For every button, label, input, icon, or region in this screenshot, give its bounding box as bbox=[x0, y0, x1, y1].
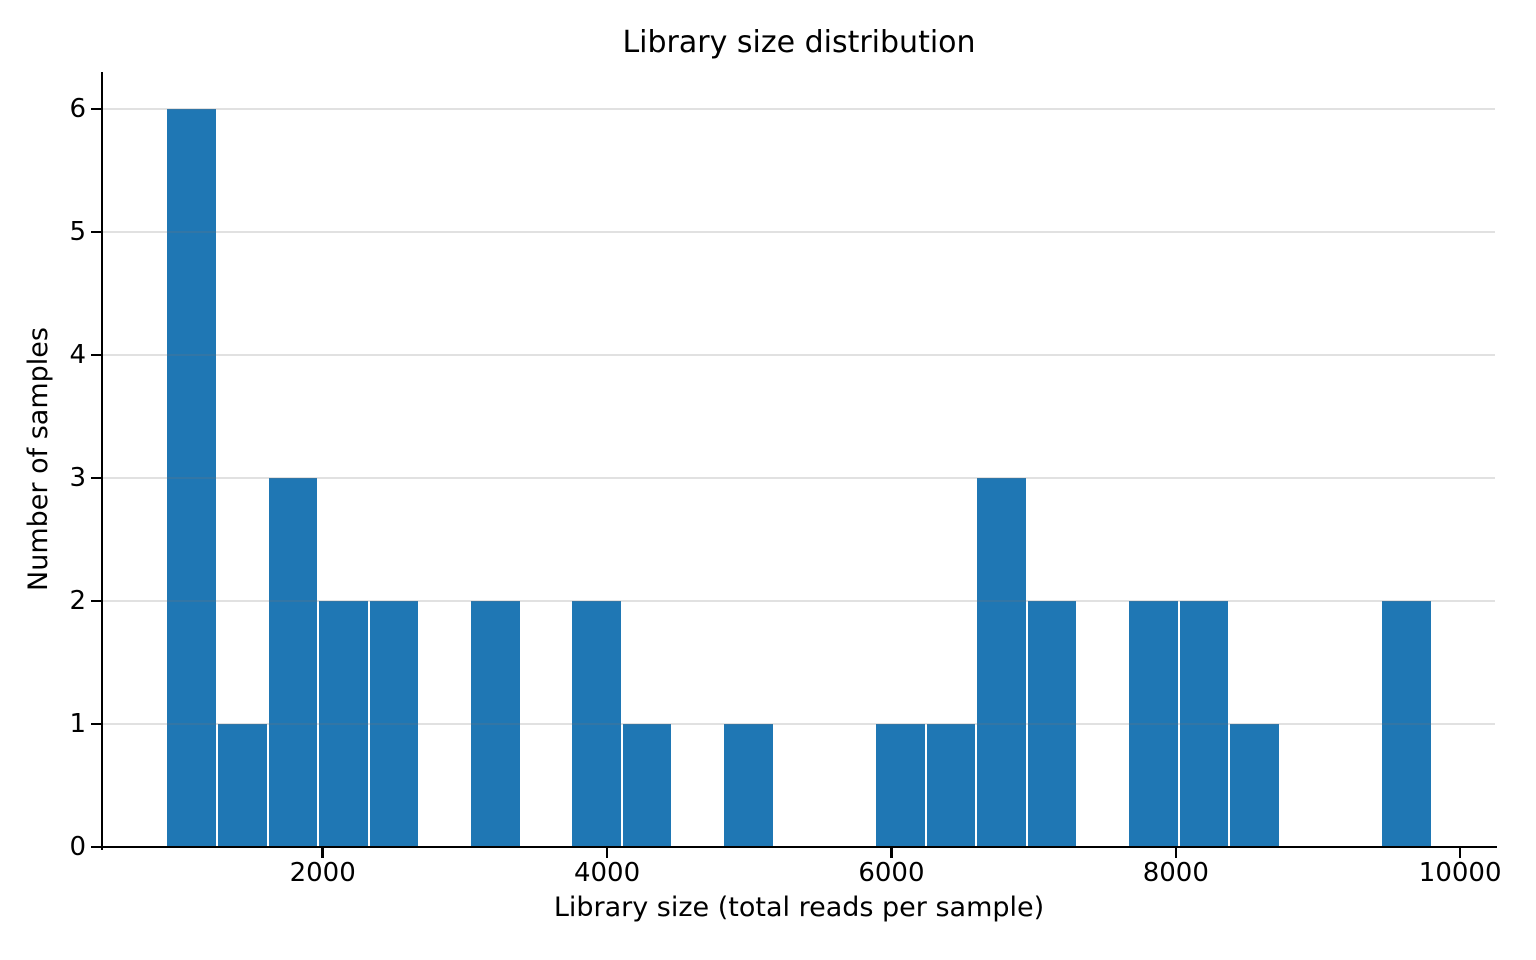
x-tick-label: 8000 bbox=[1142, 858, 1209, 888]
histogram-bar bbox=[216, 723, 268, 847]
histogram-bar bbox=[267, 477, 319, 847]
y-tick bbox=[90, 722, 101, 726]
histogram-bar bbox=[1381, 600, 1432, 847]
histogram-bar bbox=[1026, 600, 1078, 847]
x-tick bbox=[1174, 848, 1178, 859]
y-tick bbox=[90, 599, 101, 603]
histogram-bar bbox=[874, 723, 926, 847]
histogram-bar bbox=[469, 600, 521, 847]
y-tick-label: 5 bbox=[69, 216, 86, 247]
y-tick-label: 0 bbox=[69, 832, 86, 862]
histogram-bar bbox=[1178, 600, 1230, 847]
histogram-bar bbox=[925, 723, 977, 847]
y-tick-label: 1 bbox=[69, 708, 86, 739]
y-tick bbox=[90, 476, 101, 480]
chart-title: Library size distribution bbox=[622, 25, 976, 60]
y-axis-spine bbox=[100, 72, 103, 850]
x-tick-label: 10000 bbox=[1418, 858, 1502, 888]
histogram-bar bbox=[1229, 723, 1280, 847]
x-tick bbox=[605, 848, 609, 859]
histogram-bar bbox=[318, 600, 369, 847]
x-tick-label: 6000 bbox=[858, 858, 925, 888]
histogram-bar bbox=[621, 723, 673, 847]
histogram-bar bbox=[166, 108, 217, 847]
histogram-bar bbox=[723, 723, 774, 847]
y-tick bbox=[90, 107, 101, 111]
y-tick bbox=[90, 845, 101, 849]
histogram-bar bbox=[571, 600, 622, 847]
y-tick bbox=[90, 353, 101, 357]
x-tick bbox=[1458, 848, 1462, 859]
histogram-bar bbox=[1128, 600, 1179, 847]
histogram-bar bbox=[368, 600, 420, 847]
x-tick bbox=[321, 848, 324, 859]
x-tick-label: 4000 bbox=[573, 858, 641, 888]
x-tick bbox=[890, 848, 893, 859]
histogram-bar bbox=[976, 477, 1027, 847]
x-axis-spine bbox=[100, 845, 1497, 849]
x-tick-label: 2000 bbox=[289, 858, 356, 888]
y-tick bbox=[90, 230, 101, 234]
x-axis-label: Library size (total reads per sample) bbox=[553, 892, 1045, 923]
y-tick-label: 2 bbox=[69, 585, 86, 616]
y-tick-label: 6 bbox=[69, 93, 86, 124]
y-tick-label: 4 bbox=[69, 339, 86, 370]
y-tick-label: 3 bbox=[69, 462, 86, 493]
